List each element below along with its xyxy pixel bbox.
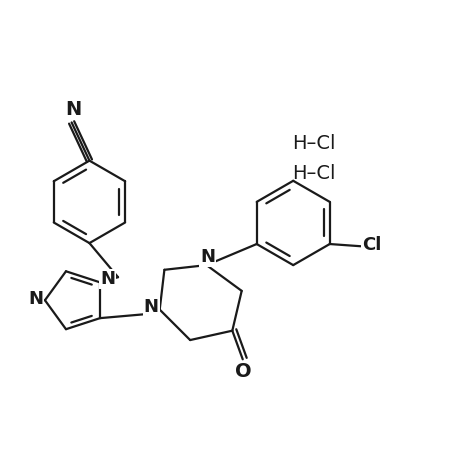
Text: N: N	[100, 270, 115, 288]
Text: N: N	[65, 100, 81, 119]
Text: N: N	[28, 290, 44, 308]
Text: O: O	[236, 363, 252, 382]
Text: H–Cl: H–Cl	[292, 164, 336, 183]
Text: N: N	[200, 248, 215, 266]
Text: Cl: Cl	[362, 237, 382, 255]
Text: N: N	[144, 298, 159, 316]
Text: H–Cl: H–Cl	[292, 134, 336, 153]
